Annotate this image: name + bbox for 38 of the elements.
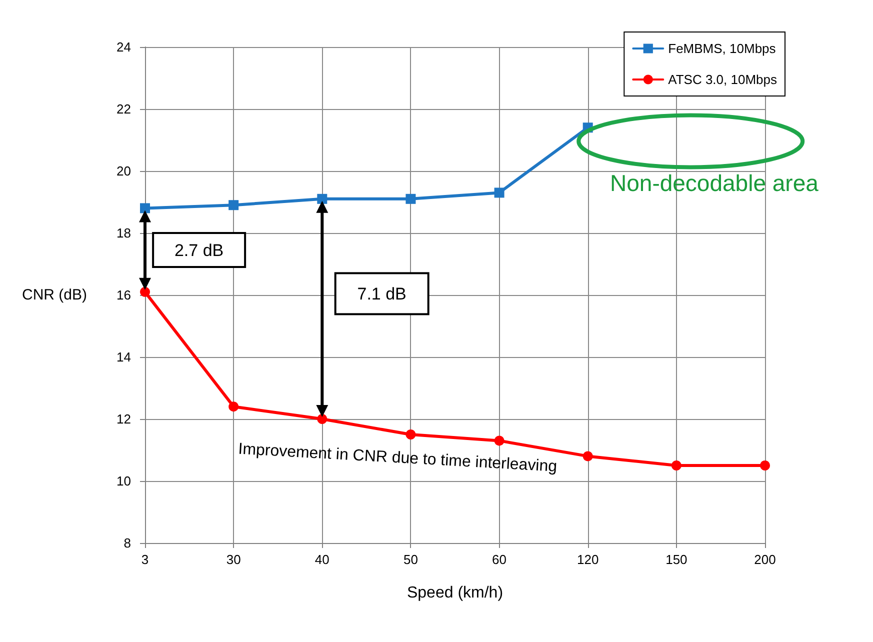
point xyxy=(317,414,328,424)
point xyxy=(582,451,593,462)
x-tick-label: 60 xyxy=(492,552,507,567)
y-tick-label: 24 xyxy=(116,40,131,54)
y-tick-label: 22 xyxy=(116,102,131,116)
point xyxy=(671,460,682,470)
legend-label: FeMBMS, 10Mbps xyxy=(668,41,776,56)
point xyxy=(317,194,328,204)
x-tick-label: 3 xyxy=(141,552,149,567)
point xyxy=(760,460,770,470)
x-tick-label: 120 xyxy=(577,552,599,567)
y-tick-label: 16 xyxy=(116,288,131,302)
point xyxy=(140,286,150,297)
y-tick-label: 8 xyxy=(124,536,131,550)
annotation: Improvement in CNR due to time interleaving xyxy=(238,440,558,476)
point xyxy=(406,194,416,204)
annotation: Non-decodable area xyxy=(610,170,819,196)
y-tick-label: 18 xyxy=(116,226,131,240)
x-tick-label: 30 xyxy=(226,552,241,567)
annotation: 2.7 dB xyxy=(174,241,224,260)
y-tick-label: 12 xyxy=(116,412,131,426)
x-tick-label: 50 xyxy=(403,552,418,567)
x-tick-label: 40 xyxy=(314,552,330,567)
point xyxy=(228,200,239,210)
y-tick-label: 14 xyxy=(116,350,131,364)
x-tick-label: 200 xyxy=(754,552,776,567)
x-tick-label: 150 xyxy=(666,552,688,567)
point xyxy=(406,430,416,440)
x-axis-title: Speed (km/h) xyxy=(406,584,504,602)
y-axis-title: CNR (dB) xyxy=(22,286,87,304)
point xyxy=(228,402,239,412)
point xyxy=(140,203,150,214)
y-tick-label: 20 xyxy=(116,164,131,178)
legend-label: ATSC 3.0, 10Mbps xyxy=(668,72,778,87)
annotation: 7.1 dB xyxy=(357,284,406,304)
point xyxy=(494,436,504,446)
point xyxy=(494,188,504,198)
y-tick-label: 10 xyxy=(116,474,131,488)
